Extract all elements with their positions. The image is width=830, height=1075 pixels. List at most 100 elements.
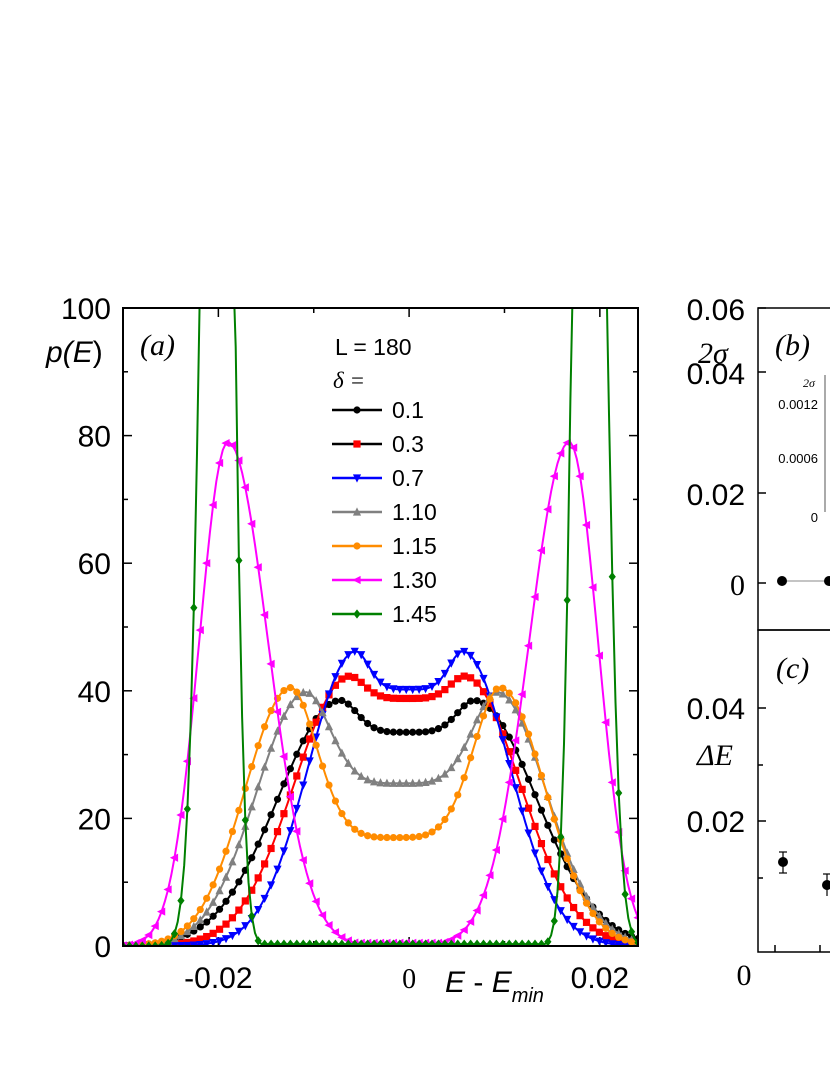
- point-1.30: [227, 441, 237, 450]
- point-0.1: [351, 706, 359, 715]
- point-0.3: [518, 785, 526, 793]
- point-1.15: [376, 833, 385, 841]
- point-1.15: [344, 819, 352, 827]
- legend-marker-0.7: [352, 474, 362, 483]
- point-0.7: [530, 849, 540, 858]
- point-1.30: [292, 827, 301, 836]
- point-1.15: [396, 833, 404, 842]
- point-1.45: [152, 941, 159, 945]
- point-1.45: [351, 939, 359, 945]
- point-1.15: [615, 933, 623, 941]
- point-1.30: [253, 563, 262, 572]
- point-0.3: [415, 694, 423, 702]
- point-1.15: [460, 774, 468, 782]
- point-0.3: [318, 703, 327, 711]
- point-1.10: [337, 748, 346, 757]
- point-0.1: [364, 719, 372, 728]
- point-0.1: [473, 697, 481, 705]
- point-0.7: [357, 651, 366, 660]
- point-0.7: [266, 881, 276, 890]
- panel-c-tick-0.04: 0.04: [687, 693, 745, 726]
- point-0.3: [235, 906, 243, 914]
- y-tick-label: 40: [78, 676, 111, 709]
- point-0.3: [331, 681, 340, 689]
- point-1.10: [460, 742, 469, 751]
- point-0.3: [364, 684, 372, 692]
- point-1.10: [369, 777, 379, 786]
- point-0.1: [357, 713, 365, 722]
- point-1.15: [582, 899, 591, 907]
- y-label-E: E: [73, 336, 94, 369]
- point-1.10: [247, 802, 256, 811]
- point-1.45: [621, 889, 629, 899]
- point-0.3: [537, 840, 546, 848]
- point-1.10: [183, 926, 192, 936]
- point-0.7: [196, 940, 205, 945]
- point-1.45: [473, 939, 481, 945]
- point-1.10: [286, 699, 295, 709]
- panel-b-tick-0.04: 0.04: [687, 358, 745, 391]
- point-1.30: [472, 906, 481, 915]
- point-0.1: [460, 702, 468, 710]
- panel-b-inset-tick-0.0012: 0.0012: [778, 397, 818, 412]
- point-0.7: [466, 651, 475, 661]
- panel-c-tick-0: 0: [737, 959, 752, 992]
- point-1.30: [176, 810, 185, 820]
- point-0.3: [190, 937, 198, 945]
- point-0.3: [563, 894, 571, 902]
- point-1.30: [208, 500, 217, 510]
- point-0.7: [472, 661, 482, 670]
- point-1.30: [157, 907, 166, 916]
- point-0.1: [228, 888, 237, 896]
- point-1.10: [466, 729, 475, 738]
- point-1.15: [331, 797, 340, 805]
- point-1.15: [608, 929, 616, 938]
- point-0.7: [601, 939, 610, 945]
- point-0.7: [382, 683, 392, 692]
- point-1.10: [389, 778, 398, 787]
- point-1.15: [318, 762, 327, 770]
- legend-label-1.10: 1.10: [392, 499, 437, 525]
- point-0.3: [273, 828, 282, 836]
- legend-L-header: L = 180: [335, 334, 412, 360]
- panel-c-point-1: [778, 851, 788, 874]
- point-0.3: [306, 735, 314, 743]
- point-1.45: [357, 939, 365, 945]
- point-1.30: [137, 936, 146, 945]
- point-1.45: [376, 939, 385, 945]
- point-0.1: [280, 780, 288, 788]
- legend-label-1.15: 1.15: [392, 533, 437, 559]
- point-0.7: [608, 940, 617, 945]
- point-1.45: [190, 603, 198, 613]
- point-0.7: [447, 659, 456, 668]
- point-0.1: [370, 724, 378, 732]
- point-0.3: [441, 686, 449, 694]
- point-1.15: [357, 829, 365, 837]
- point-1.10: [357, 771, 366, 780]
- point-1.30: [594, 651, 603, 660]
- point-1.45: [518, 939, 526, 945]
- point-0.3: [203, 932, 211, 941]
- point-0.3: [602, 932, 610, 940]
- point-1.15: [589, 909, 597, 918]
- point-0.7: [595, 937, 604, 945]
- point-0.3: [473, 679, 481, 687]
- point-0.1: [524, 775, 533, 783]
- series-0.1: [124, 696, 637, 945]
- y-tick-label: 20: [78, 803, 111, 836]
- point-1.10: [209, 897, 218, 906]
- y-tick-label: 100: [61, 293, 111, 326]
- x-label-min: min: [512, 985, 544, 1007]
- point-1.45: [370, 939, 378, 945]
- point-1.45: [634, 939, 637, 945]
- point-1.30: [453, 931, 462, 940]
- panel-b-tick-0: 0: [730, 569, 745, 602]
- point-1.15: [473, 732, 481, 741]
- point-0.7: [254, 905, 263, 915]
- point-1.30: [272, 707, 282, 716]
- point-1.10: [350, 766, 359, 775]
- point-1.15: [183, 922, 191, 930]
- x-tick-label: 0.02: [571, 962, 629, 995]
- point-0.7: [395, 685, 404, 695]
